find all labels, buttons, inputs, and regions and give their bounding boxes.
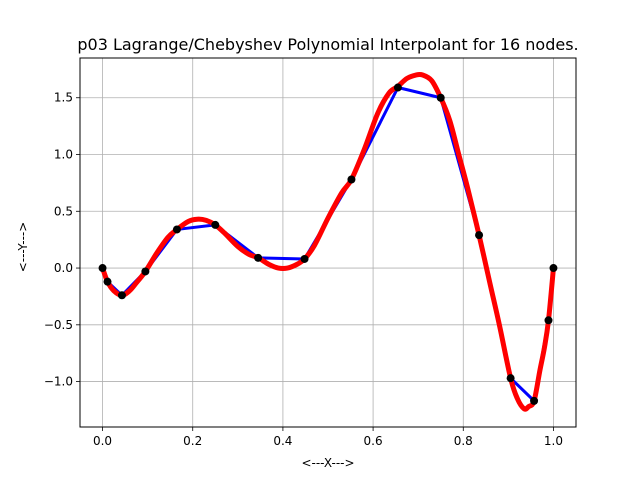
x-tick-label: 0.4 xyxy=(273,434,292,448)
x-tick-label: 0.2 xyxy=(183,434,202,448)
x-tick-label: 0.8 xyxy=(454,434,473,448)
y-tick-label: 1.0 xyxy=(54,148,73,162)
series-line-red xyxy=(100,71,556,412)
data-point-marker xyxy=(393,83,402,92)
data-point-marker xyxy=(506,374,515,383)
x-tick-label: 0.6 xyxy=(364,434,383,448)
chart-title: p03 Lagrange/Chebyshev Polynomial Interp… xyxy=(77,35,578,54)
data-point-marker xyxy=(254,253,263,262)
data-point-marker xyxy=(436,93,445,102)
x-tick-label: 0.0 xyxy=(93,434,112,448)
y-tick-label: 0.5 xyxy=(54,204,73,218)
data-point-marker xyxy=(103,277,112,286)
data-point-marker xyxy=(117,291,126,300)
plot-series xyxy=(98,71,558,412)
data-point-marker xyxy=(172,225,181,234)
data-point-marker xyxy=(530,396,539,405)
x-axis-label: <---X---> xyxy=(301,456,354,470)
data-point-marker xyxy=(98,264,107,273)
data-point-marker xyxy=(544,316,553,325)
data-point-marker xyxy=(141,267,150,276)
y-tick-label: −1.0 xyxy=(44,375,73,389)
data-point-marker xyxy=(300,254,309,263)
x-tick-label: 1.0 xyxy=(544,434,563,448)
plot-frame xyxy=(79,57,577,428)
axis-ticks: 0.0 0.2 0.4 0.6 0.8 1.0 −1.0 −0.5 0.0 0.5 1.0 1.5 xyxy=(44,91,563,448)
data-point-marker xyxy=(549,264,558,273)
grid-lines xyxy=(80,58,576,427)
y-axis-label: <---Y---> xyxy=(16,222,30,273)
data-point-marker xyxy=(347,175,356,184)
y-tick-label: 0.0 xyxy=(54,261,73,275)
data-point-marker xyxy=(475,231,484,240)
y-tick-label: −0.5 xyxy=(44,318,73,332)
data-point-marker xyxy=(211,220,220,229)
y-tick-label: 1.5 xyxy=(54,91,73,105)
